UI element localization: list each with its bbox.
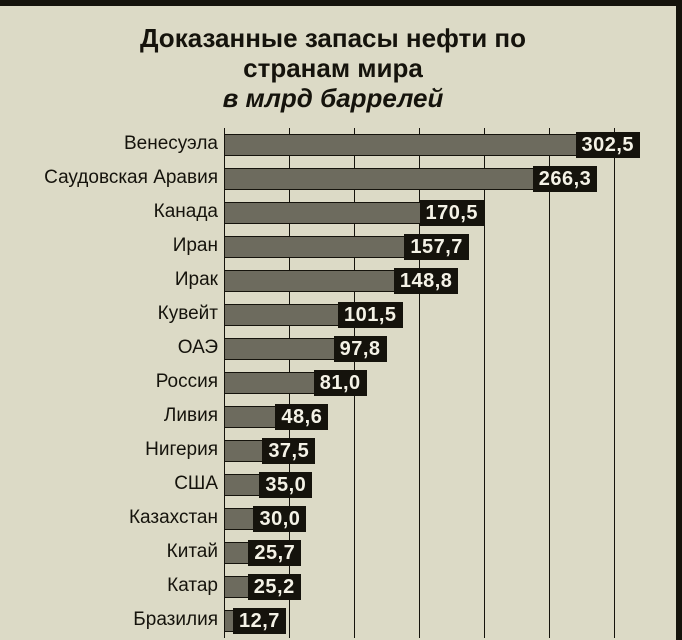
value-label: 30,0 [253, 506, 306, 532]
title-line-1: Доказанные запасы нефти по [8, 24, 658, 54]
bar [224, 372, 320, 394]
country-label: Иран [8, 235, 224, 257]
value-label: 35,0 [259, 472, 312, 498]
value-label: 170,5 [420, 200, 485, 226]
country-label: США [8, 473, 224, 495]
bar [224, 134, 582, 156]
value-label: 81,0 [314, 370, 367, 396]
bar [224, 338, 340, 360]
bar-row: ОАЭ 97,8 [8, 332, 614, 366]
value-label: 12,7 [233, 608, 286, 634]
bar [224, 236, 410, 258]
country-label: Канада [8, 201, 224, 223]
value-label: 25,2 [248, 574, 301, 600]
value-label: 266,3 [533, 166, 598, 192]
bar-row: Канада 170,5 [8, 196, 614, 230]
title-block: Доказанные запасы нефти по странам мира … [8, 24, 658, 114]
country-label: Ирак [8, 269, 224, 291]
bar-row: Кувейт 101,5 [8, 298, 614, 332]
value-label: 97,8 [334, 336, 387, 362]
country-label: Китай [8, 541, 224, 563]
bar-row: Иран 157,7 [8, 230, 614, 264]
bar-row: Китай 25,7 [8, 536, 614, 570]
country-label: Саудовская Аравия [8, 167, 224, 189]
country-label: Венесуэла [8, 133, 224, 155]
bar-row: Ирак 148,8 [8, 264, 614, 298]
bar-row: Бразилия 12,7 [8, 604, 614, 638]
gridline [614, 128, 615, 638]
bar-row: Катар 25,2 [8, 570, 614, 604]
country-label: Нигерия [8, 439, 224, 461]
bar-row: Россия 81,0 [8, 366, 614, 400]
bar-row: Нигерия 37,5 [8, 434, 614, 468]
bar-chart: Венесуэла302,5Саудовская Аравия266,3Кана… [8, 128, 658, 638]
bar [224, 304, 344, 326]
country-label: Катар [8, 575, 224, 597]
bar-row: США 35,0 [8, 468, 614, 502]
subtitle: в млрд баррелей [8, 84, 658, 114]
country-label: ОАЭ [8, 337, 224, 359]
value-label: 25,7 [248, 540, 301, 566]
country-label: Кувейт [8, 303, 224, 325]
country-label: Россия [8, 371, 224, 393]
bar-row: Казахстан 30,0 [8, 502, 614, 536]
bar-rows: Венесуэла302,5 Саудовская Аравия 266,3 Кана… [8, 128, 614, 638]
bar [224, 406, 281, 428]
bar-row: Саудовская Аравия 266,3 [8, 162, 614, 196]
value-label: 157,7 [404, 234, 469, 260]
value-label: 101,5 [338, 302, 403, 328]
title-line-2: странам мира [8, 54, 658, 84]
bar [224, 168, 539, 190]
country-label: Бразилия [8, 609, 224, 631]
country-label: Казахстан [8, 507, 224, 529]
bar-row: Венесуэла302,5 [8, 128, 614, 162]
value-label: 302,5 [576, 132, 641, 158]
value-label: 48,6 [275, 404, 328, 430]
bar [224, 270, 400, 292]
country-label: Ливия [8, 405, 224, 427]
value-label: 37,5 [262, 438, 315, 464]
bar [224, 202, 426, 224]
chart-frame: Доказанные запасы нефти по странам мира … [0, 0, 682, 640]
bar-row: Ливия 48,6 [8, 400, 614, 434]
value-label: 148,8 [394, 268, 459, 294]
